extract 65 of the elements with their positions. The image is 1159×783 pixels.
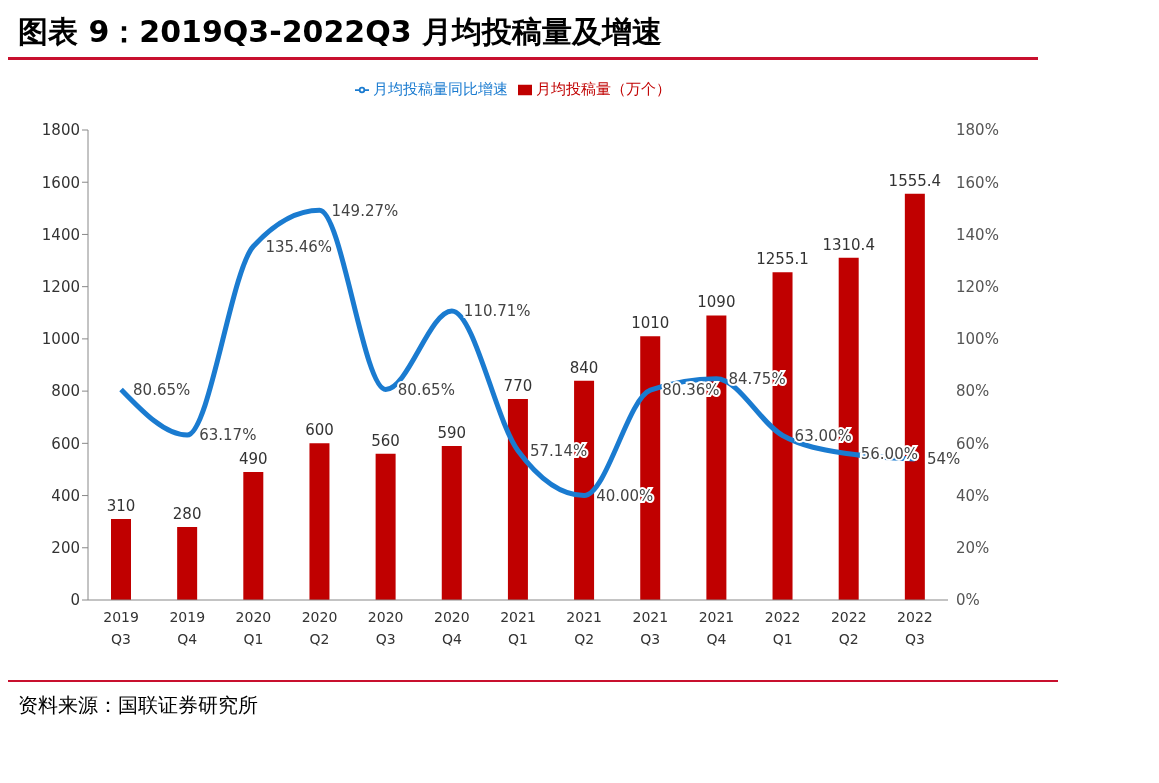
bar (177, 526, 198, 600)
data-label: 590 (437, 423, 467, 442)
bar (111, 519, 131, 600)
y-tick-label: 1000 (41, 330, 80, 349)
data-label: 80.65% (133, 380, 191, 399)
data-label: 1255.1 (756, 250, 809, 269)
x-tick-label: 2021 Q1 (500, 609, 536, 647)
x-tick-label: 2020 Q2 (301, 609, 338, 647)
data-label: 310 (106, 497, 136, 516)
y-tick-label: 1800 (41, 121, 80, 140)
x-tick-label: 2019 Q4 (169, 609, 206, 647)
y-tick-label: 600 (51, 434, 80, 453)
y-tick-label: 1400 (41, 225, 80, 244)
data-label: 490 (238, 450, 268, 469)
y-tick-label: 1200 (41, 277, 80, 296)
y-tick-label: 800 (51, 382, 80, 401)
legend-label: 月均投稿量同比增速 (373, 80, 508, 98)
y-tick-label: 200 (51, 539, 80, 558)
y2-tick-label: 20% (956, 539, 990, 558)
x-tick-label: 2020 Q3 (367, 609, 404, 647)
data-label: 770 (503, 376, 533, 395)
y2-tick-label: 120% (956, 277, 999, 296)
data-label: 840 (569, 358, 599, 377)
y2-tick-label: 180% (956, 121, 999, 140)
y2-tick-label: 100% (956, 330, 999, 349)
y-tick-label: 0 (70, 591, 80, 610)
y-tick-label: 1600 (41, 173, 80, 192)
x-tick-label: 2022 Q1 (764, 609, 801, 647)
y-tick-label: 400 (51, 486, 80, 505)
data-label: 56.00% (860, 445, 918, 464)
bar (441, 445, 462, 600)
y2-tick-label: 80% (956, 382, 990, 401)
data-label: 54% (926, 450, 961, 469)
data-label: 149.27% (331, 201, 399, 220)
data-label: 135.46% (265, 237, 333, 256)
data-label: 280 (172, 504, 202, 523)
data-label: 1555.4 (888, 171, 942, 190)
x-tick-label: 2022 Q3 (897, 609, 933, 647)
x-tick-label: 2022 Q2 (830, 609, 867, 647)
x-tick-label: 2021 Q2 (566, 609, 602, 647)
y2-tick-label: 40% (956, 486, 990, 505)
data-label: 63.17% (199, 426, 257, 445)
bar (309, 443, 330, 600)
text: 资料来源：国联证券研究所 (18, 692, 259, 719)
bar (375, 453, 396, 600)
x-tick-label: 2019 Q3 (103, 609, 139, 647)
x-tick-label: 2020 Q4 (434, 609, 470, 647)
bar (243, 472, 264, 600)
data-label: 560 (371, 431, 400, 450)
x-tick-label: 2021 Q3 (632, 609, 669, 647)
data-label: 1090 (697, 293, 736, 312)
y2-tick-label: 160% (956, 173, 999, 192)
data-label: 1310.4 (822, 235, 875, 254)
chart-title: 图表 9：2019Q3-2022Q3 月均投稿量及增速 (8, 8, 1038, 60)
data-label: 110.71% (463, 302, 531, 321)
data-label: 80.65% (397, 380, 455, 399)
y2-tick-label: 140% (956, 225, 999, 244)
bar (507, 398, 528, 600)
y2-tick-label: 0% (956, 591, 980, 610)
data-label: 1010 (631, 314, 670, 333)
x-tick-label: 2020 Q1 (235, 609, 272, 647)
data-label: 600 (305, 421, 334, 440)
y2-tick-label: 60% (956, 434, 990, 453)
legend-label: 月均投稿量（万个） (536, 80, 671, 98)
x-tick-label: 2021 Q4 (698, 609, 735, 647)
